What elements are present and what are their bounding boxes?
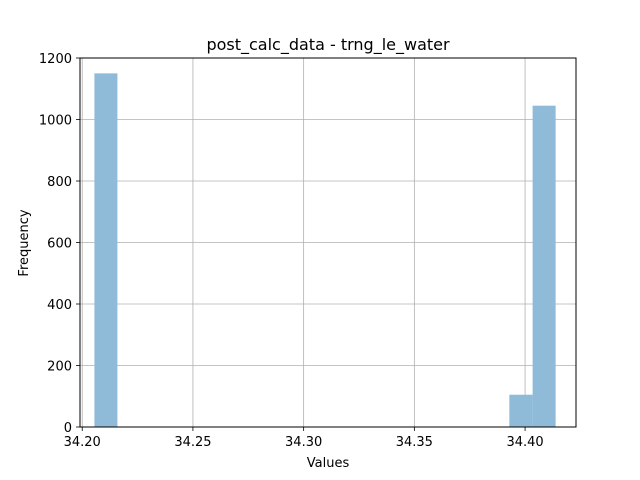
y-tick-label: 1000 <box>39 114 72 129</box>
y-tick-label: 800 <box>47 175 72 190</box>
x-tick-label: 34.30 <box>285 435 322 450</box>
histogram-bar <box>509 394 533 427</box>
y-tick-label: 600 <box>47 237 72 252</box>
grid-lines <box>80 57 576 428</box>
x-tick-label: 34.35 <box>396 435 433 450</box>
y-tick-label: 400 <box>47 298 72 313</box>
y-tick-label: 0 <box>64 421 72 436</box>
histogram-bar <box>94 73 118 427</box>
x-tick-label: 34.20 <box>64 435 101 450</box>
x-axis-title: Values <box>307 456 350 471</box>
histogram-bars <box>94 73 556 427</box>
chart-title: post_calc_data - trng_le_water <box>206 35 450 55</box>
y-tick-label: 200 <box>47 360 72 375</box>
x-axis-ticks: 34.20 34.25 34.30 34.35 34.40 <box>64 427 544 450</box>
y-axis-title: Frequency <box>17 209 32 276</box>
x-tick-label: 34.40 <box>506 435 543 450</box>
x-tick-label: 34.25 <box>174 435 211 450</box>
y-axis-ticks: 0 200 400 600 800 1000 1200 <box>39 52 80 436</box>
histogram-bar <box>532 105 556 427</box>
y-tick-label: 1200 <box>39 52 72 67</box>
